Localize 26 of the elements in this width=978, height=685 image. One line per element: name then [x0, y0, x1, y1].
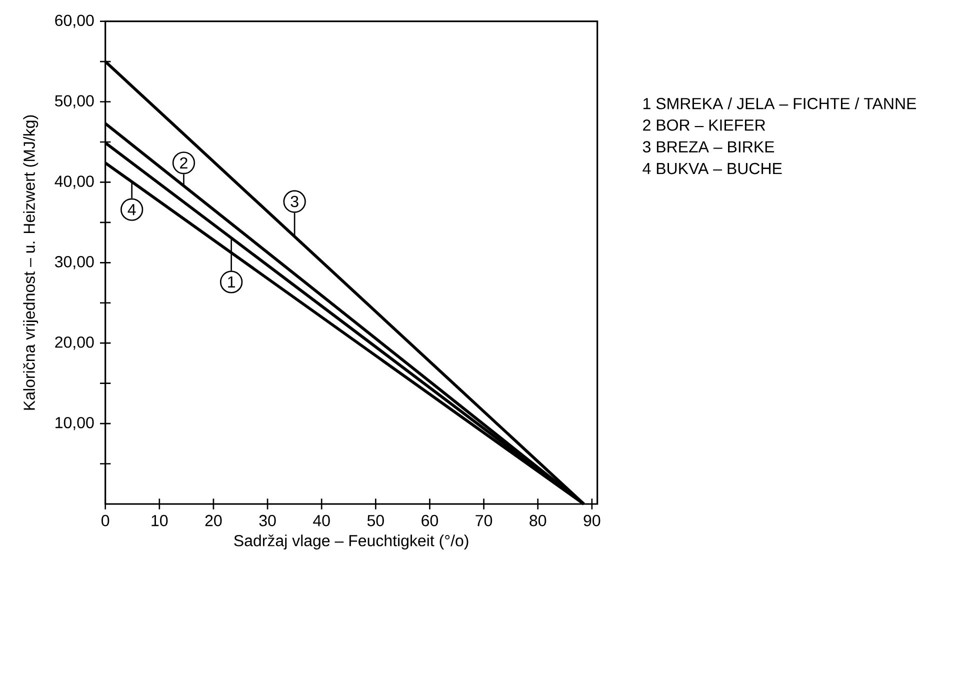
- x-tick-label: 40: [313, 515, 330, 526]
- x-tick-label: 0: [102, 515, 110, 526]
- y-tick-label: 40,00: [54, 176, 94, 189]
- text: 2 BOR – KIEFER: [643, 120, 766, 131]
- x-tick-label: 20: [205, 515, 222, 526]
- annotation: 3: [290, 196, 298, 208]
- annotation: 4: [128, 204, 136, 216]
- y-axis-title: Kalorična vrijednost – u. Heizwert (MJ/kg): [23, 116, 38, 410]
- text: 4 BUKVA – BUCHE: [642, 163, 782, 174]
- y-tick-label: 60,00: [55, 14, 94, 28]
- x-tick-label: 60: [422, 515, 438, 526]
- y-tick-label: 20,00: [55, 336, 94, 350]
- annotation: 2: [180, 158, 188, 169]
- text: 1 SMREKA / JELA – FICHTE / TANNE: [644, 98, 916, 110]
- x-tick-label: 90: [584, 515, 600, 526]
- x-tick-label: 30: [259, 515, 276, 526]
- x-tick-label: 80: [530, 515, 546, 526]
- y-tick-label: 30,00: [54, 256, 94, 270]
- x-tick-label: 50: [367, 515, 384, 526]
- x-tick-label: 70: [476, 515, 492, 526]
- text: 3 BREZA – BIRKE: [642, 141, 774, 153]
- x-tick-label: 10: [152, 515, 168, 526]
- x-axis-title: Sadržaj vlage – Feuchtigkeit (°/o): [234, 534, 468, 550]
- y-tick-label: 10,00: [56, 417, 94, 430]
- y-tick-label: 50,00: [55, 95, 94, 109]
- annotation: 1: [228, 276, 235, 288]
